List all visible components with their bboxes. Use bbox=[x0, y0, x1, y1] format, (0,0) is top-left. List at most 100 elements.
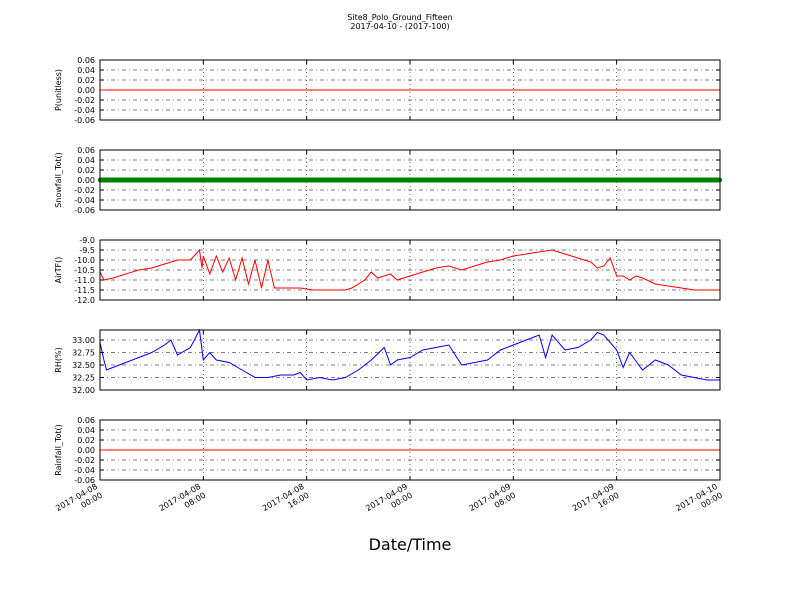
data-marker bbox=[698, 177, 703, 183]
data-marker bbox=[388, 177, 393, 183]
data-marker bbox=[562, 177, 568, 183]
data-marker bbox=[394, 177, 400, 183]
y-tick-label: -0.04 bbox=[74, 106, 95, 115]
x-tick-label: 2017-04-0808:00 bbox=[158, 482, 208, 522]
data-marker bbox=[272, 177, 277, 183]
data-marker bbox=[291, 177, 296, 183]
y-tick-label: 33.00 bbox=[72, 336, 95, 345]
data-marker bbox=[168, 177, 174, 183]
panel-frame bbox=[99, 149, 721, 211]
data-marker bbox=[601, 177, 606, 183]
data-marker bbox=[653, 177, 658, 183]
x-tick-label: 2017-04-0816:00 bbox=[261, 482, 311, 522]
data-marker bbox=[220, 177, 225, 183]
series-line bbox=[99, 328, 720, 381]
y-tick-label: 32.00 bbox=[72, 386, 95, 395]
data-marker bbox=[401, 177, 406, 183]
data-marker bbox=[369, 177, 374, 183]
data-marker bbox=[453, 177, 458, 183]
data-marker bbox=[504, 177, 510, 183]
data-marker bbox=[375, 177, 380, 183]
data-marker bbox=[246, 177, 251, 183]
y-tick-label: 0.00 bbox=[77, 446, 95, 455]
data-marker bbox=[549, 177, 555, 183]
x-axis-label: Date/Time bbox=[369, 535, 452, 554]
data-marker bbox=[155, 177, 161, 183]
data-marker bbox=[446, 177, 451, 183]
y-tick-label: 0.00 bbox=[77, 86, 95, 95]
data-marker bbox=[582, 177, 587, 183]
data-marker bbox=[310, 177, 316, 183]
data-marker bbox=[123, 177, 129, 183]
data-marker bbox=[524, 177, 529, 183]
data-marker bbox=[349, 177, 355, 183]
y-tick-label: -11.5 bbox=[74, 286, 95, 295]
data-marker bbox=[666, 177, 671, 183]
data-marker bbox=[239, 177, 245, 183]
data-marker bbox=[569, 177, 574, 183]
chart-subtitle: 2017-04-10 - (2017-100) bbox=[350, 22, 449, 31]
data-marker bbox=[472, 177, 477, 183]
y-tick-label: 0.04 bbox=[77, 426, 95, 435]
data-marker bbox=[278, 177, 284, 183]
data-marker bbox=[323, 177, 329, 183]
data-marker bbox=[143, 177, 148, 183]
data-marker bbox=[672, 177, 677, 183]
data-marker bbox=[691, 177, 697, 183]
data-marker bbox=[110, 177, 116, 183]
y-tick-label: 0.00 bbox=[77, 176, 95, 185]
x-tick-label: 2017-04-1000:00 bbox=[674, 482, 724, 522]
data-marker bbox=[459, 177, 464, 183]
data-marker bbox=[330, 177, 335, 183]
y-tick-label: -0.06 bbox=[74, 206, 95, 215]
data-marker bbox=[465, 177, 471, 183]
x-tick-label: 2017-04-0900:00 bbox=[364, 482, 414, 522]
data-marker bbox=[285, 177, 290, 183]
data-marker bbox=[214, 177, 219, 183]
x-tick-label: 2017-04-0916:00 bbox=[571, 482, 621, 522]
panel-5: 0.060.040.020.00-0.02-0.04-0.06 Rainfall_… bbox=[54, 416, 721, 485]
data-marker bbox=[226, 177, 232, 183]
y-tick-label: 0.04 bbox=[77, 156, 95, 165]
y-tick-label: -0.02 bbox=[74, 96, 95, 105]
data-marker bbox=[491, 177, 497, 183]
y-tick-label: 0.06 bbox=[77, 146, 95, 155]
y-axis-label: P(unitless) bbox=[54, 69, 63, 111]
data-marker bbox=[336, 177, 342, 183]
data-marker bbox=[427, 177, 432, 183]
panel-frame bbox=[99, 329, 721, 391]
y-tick-label: -0.04 bbox=[74, 196, 95, 205]
data-marker bbox=[511, 177, 516, 183]
series-line bbox=[99, 248, 720, 291]
y-axis-label: Rainfall_Tot() bbox=[54, 424, 63, 476]
data-marker bbox=[498, 177, 503, 183]
y-axis-label: Snowfall_Tot() bbox=[54, 152, 63, 208]
x-axis-ticks: 2017-04-0800:00 2017-04-0808:00 2017-04-08… bbox=[54, 482, 724, 522]
panel-3: -9.0-9.5-10.0-10.5-11.0-11.5-12.0 AirTF() bbox=[54, 236, 721, 305]
data-marker bbox=[543, 177, 548, 183]
data-marker bbox=[298, 177, 303, 183]
y-tick-label: 32.50 bbox=[72, 361, 95, 370]
data-marker bbox=[175, 177, 180, 183]
data-marker bbox=[162, 177, 167, 183]
data-marker bbox=[679, 177, 684, 183]
y-tick-label: 0.02 bbox=[77, 76, 95, 85]
y-tick-label: -10.0 bbox=[74, 256, 95, 265]
data-marker bbox=[407, 177, 413, 183]
data-marker bbox=[536, 177, 542, 183]
data-marker bbox=[420, 177, 426, 183]
data-marker bbox=[620, 177, 626, 183]
data-marker bbox=[485, 177, 490, 183]
panel-1: 0.060.040.020.00-0.02-0.04-0.06 P(unitles… bbox=[54, 56, 721, 125]
y-tick-label: 0.02 bbox=[77, 436, 95, 445]
data-marker bbox=[149, 177, 154, 183]
data-marker bbox=[194, 177, 200, 183]
data-marker bbox=[136, 177, 141, 183]
data-marker bbox=[304, 177, 309, 183]
data-marker bbox=[181, 177, 187, 183]
data-marker bbox=[188, 177, 193, 183]
panel-frame bbox=[99, 59, 721, 121]
data-marker bbox=[207, 177, 212, 183]
y-tick-label: -0.02 bbox=[74, 456, 95, 465]
data-marker bbox=[633, 177, 639, 183]
